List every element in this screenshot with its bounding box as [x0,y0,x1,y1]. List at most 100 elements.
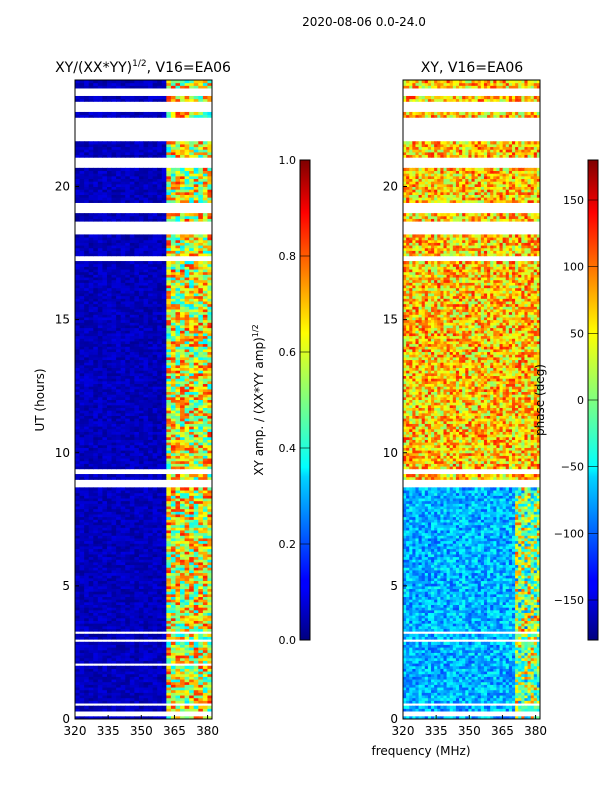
heatmap-cell [129,274,135,278]
heatmap-cell [97,386,103,390]
heatmap-cell [111,343,117,347]
heatmap-cell [166,649,172,653]
heatmap-cell [102,673,108,677]
heatmap-cell [125,615,131,619]
heatmap-cell [88,410,94,414]
heatmap-cell [75,415,81,419]
heatmap-cell [202,513,208,518]
heatmap-cell [170,692,176,696]
heatmap-cell [170,399,176,403]
heatmap-cell [189,428,195,432]
heatmap-cell [93,306,99,310]
heatmap-cell [129,375,135,379]
heatmap-cell [88,689,94,693]
heatmap-cell [193,338,199,342]
heatmap-cell [102,705,108,709]
heatmap-cell [93,652,99,656]
heatmap-cell [79,343,85,347]
heatmap-cell [198,370,204,374]
heatmap-cell [106,532,113,536]
heatmap-cell [166,293,172,297]
heatmap-cell [97,495,103,499]
heatmap-cell [138,612,144,616]
heatmap-cell [152,423,158,427]
heatmap-cell [93,444,99,448]
heatmap-cell [106,620,113,624]
heatmap-cell [148,298,154,302]
heatmap-cell [129,580,135,584]
heatmap-cell [125,327,131,331]
heatmap-cell [88,676,94,680]
heatmap-cell [88,503,94,507]
heatmap-cell [125,612,131,616]
heatmap-cell [138,506,144,510]
heatmap-cell [111,375,117,379]
heatmap-cell [184,447,190,451]
heatmap-cell [116,556,122,560]
heatmap-cell [102,396,108,400]
heatmap-cell [202,354,208,358]
heatmap-cell [125,495,131,499]
heatmap-cell [180,444,186,448]
heatmap-cell [193,396,199,400]
heatmap-cell [79,324,85,329]
heatmap-cell [134,300,140,305]
heatmap-cell [193,609,199,613]
heatmap-cell [166,665,172,669]
heatmap-cell [111,660,117,664]
heatmap-cell [175,351,181,355]
heatmap-cell [111,383,117,387]
heatmap-cell [180,553,186,558]
heatmap-cell [198,599,204,603]
heatmap-cell [189,548,195,552]
heatmap-cell [148,402,154,406]
heatmap-cell [111,527,117,531]
heatmap-cell [207,620,213,624]
heatmap-cell [170,679,176,683]
heatmap-cell [184,559,190,563]
heatmap-cell [184,593,190,598]
heatmap-cell [184,266,190,270]
heatmap-cell [143,412,149,416]
heatmap-cell [207,644,213,648]
heatmap-cell [102,577,108,582]
heatmap-cell [79,647,85,651]
heatmap-cell [198,596,204,600]
heatmap-cell [116,266,122,270]
heatmap-cell [161,245,167,249]
heatmap-cell [111,306,117,310]
heatmap-cell [97,655,103,659]
heatmap-cell [134,503,140,507]
heatmap-cell [170,689,176,693]
heatmap-cell [84,402,90,406]
heatmap-cell [93,601,99,606]
heatmap-cell [93,415,99,419]
heatmap-cell [202,324,208,329]
heatmap-cell [148,263,154,267]
heatmap-cell [75,492,81,496]
heatmap-cell [102,436,108,440]
heatmap-cell [97,668,103,672]
heatmap-cell [116,524,122,528]
heatmap-cell [157,495,163,499]
heatmap-cell [189,644,195,648]
heatmap-cell [180,596,186,600]
heatmap-cell [157,548,163,552]
heatmap-cell [93,263,99,267]
heatmap-cell [138,450,144,454]
heatmap-cell [88,708,94,712]
heatmap-cell [143,370,149,374]
heatmap-cell [189,423,195,427]
heatmap-cell [148,540,154,544]
heatmap-cell [180,348,186,353]
heatmap-cell [106,609,113,613]
heatmap-cell [125,697,131,701]
heatmap-cell [170,298,176,302]
heatmap-cell [97,599,103,603]
heatmap-cell [148,466,154,470]
heatmap-cell [157,343,163,347]
heatmap-cell [84,327,90,331]
heatmap-cell [166,380,172,385]
heatmap-cell [111,420,117,424]
heatmap-cell [93,311,99,315]
